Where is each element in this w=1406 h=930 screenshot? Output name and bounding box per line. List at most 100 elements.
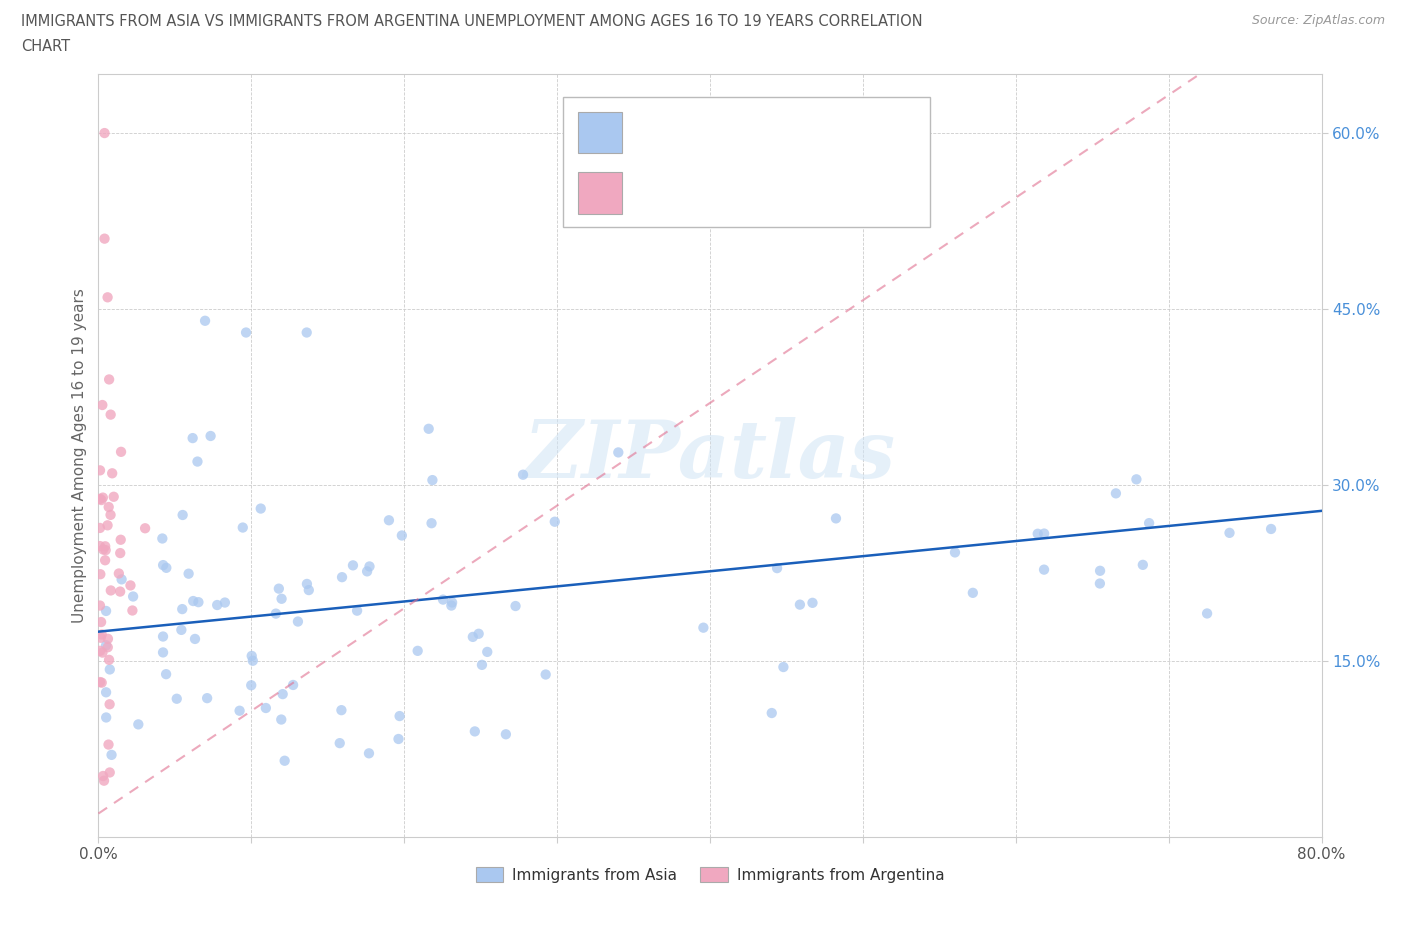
- Point: [471, 658, 494, 672]
- Point: [100, 508, 122, 523]
- Point: [692, 620, 714, 635]
- Point: [93, 126, 115, 140]
- Point: [346, 604, 368, 618]
- Point: [287, 614, 309, 629]
- Point: [1026, 526, 1049, 541]
- Point: [90, 627, 112, 642]
- Point: [89, 566, 111, 581]
- Point: [440, 598, 463, 613]
- Point: [90, 493, 112, 508]
- Point: [505, 599, 527, 614]
- Point: [432, 592, 454, 607]
- Point: [240, 648, 263, 663]
- Point: [94, 604, 117, 618]
- Point: [101, 466, 124, 481]
- Point: [329, 736, 352, 751]
- Legend: Immigrants from Asia, Immigrants from Argentina: Immigrants from Asia, Immigrants from Ar…: [468, 859, 952, 890]
- Point: [186, 454, 208, 469]
- Point: [825, 511, 848, 525]
- Point: [97, 499, 120, 514]
- Point: [187, 594, 209, 609]
- Point: [387, 732, 409, 747]
- Point: [108, 566, 131, 581]
- Point: [1125, 472, 1147, 486]
- Point: [766, 561, 789, 576]
- Point: [1260, 522, 1282, 537]
- Point: [91, 397, 114, 412]
- Point: [356, 564, 378, 578]
- Point: [98, 662, 121, 677]
- Point: [98, 765, 121, 780]
- Point: [100, 407, 122, 422]
- Point: [194, 313, 217, 328]
- Point: [406, 644, 429, 658]
- Point: [1033, 526, 1056, 541]
- Point: [110, 445, 132, 459]
- Point: [1033, 563, 1056, 578]
- Point: [89, 491, 111, 506]
- Point: [195, 691, 218, 706]
- Point: [1088, 564, 1111, 578]
- Point: [378, 512, 401, 527]
- Point: [94, 552, 117, 567]
- Point: [89, 674, 111, 689]
- Text: IMMIGRANTS FROM ASIA VS IMMIGRANTS FROM ARGENTINA UNEMPLOYMENT AMONG AGES 16 TO : IMMIGRANTS FROM ASIA VS IMMIGRANTS FROM …: [21, 14, 922, 29]
- Point: [357, 746, 380, 761]
- Point: [512, 467, 534, 482]
- Point: [214, 595, 236, 610]
- Point: [181, 593, 204, 608]
- Point: [90, 631, 112, 645]
- Point: [801, 595, 824, 610]
- Point: [273, 753, 295, 768]
- Point: [91, 542, 114, 557]
- Point: [761, 706, 783, 721]
- Text: Source: ZipAtlas.com: Source: ZipAtlas.com: [1251, 14, 1385, 27]
- Point: [181, 431, 204, 445]
- Point: [1218, 525, 1240, 540]
- Point: [789, 597, 811, 612]
- Point: [607, 445, 630, 459]
- Point: [94, 543, 117, 558]
- Point: [264, 606, 287, 621]
- Point: [155, 561, 177, 576]
- Point: [170, 622, 193, 637]
- Point: [110, 572, 132, 587]
- Point: [1088, 576, 1111, 591]
- Point: [420, 516, 443, 531]
- Point: [495, 727, 517, 742]
- Point: [295, 577, 318, 591]
- Point: [127, 717, 149, 732]
- Point: [89, 538, 111, 553]
- Point: [110, 532, 132, 547]
- Point: [94, 538, 117, 553]
- Point: [1105, 486, 1128, 501]
- Point: [96, 710, 118, 724]
- Point: [90, 675, 112, 690]
- Point: [772, 659, 794, 674]
- Point: [200, 429, 222, 444]
- Point: [152, 558, 174, 573]
- Point: [89, 598, 111, 613]
- Point: [93, 773, 115, 788]
- Point: [89, 463, 111, 478]
- Point: [89, 644, 111, 658]
- Point: [298, 583, 321, 598]
- Point: [97, 631, 120, 646]
- Point: [441, 595, 464, 610]
- Point: [91, 645, 114, 660]
- Text: CHART: CHART: [21, 39, 70, 54]
- Point: [1137, 515, 1160, 530]
- Point: [418, 421, 440, 436]
- Point: [94, 684, 117, 699]
- Point: [97, 737, 120, 752]
- Point: [240, 678, 263, 693]
- Point: [100, 748, 122, 763]
- Point: [228, 703, 250, 718]
- Point: [103, 489, 125, 504]
- Point: [962, 585, 984, 600]
- Point: [150, 531, 173, 546]
- Point: [166, 691, 188, 706]
- Point: [184, 631, 207, 646]
- Point: [422, 472, 444, 487]
- Point: [943, 545, 966, 560]
